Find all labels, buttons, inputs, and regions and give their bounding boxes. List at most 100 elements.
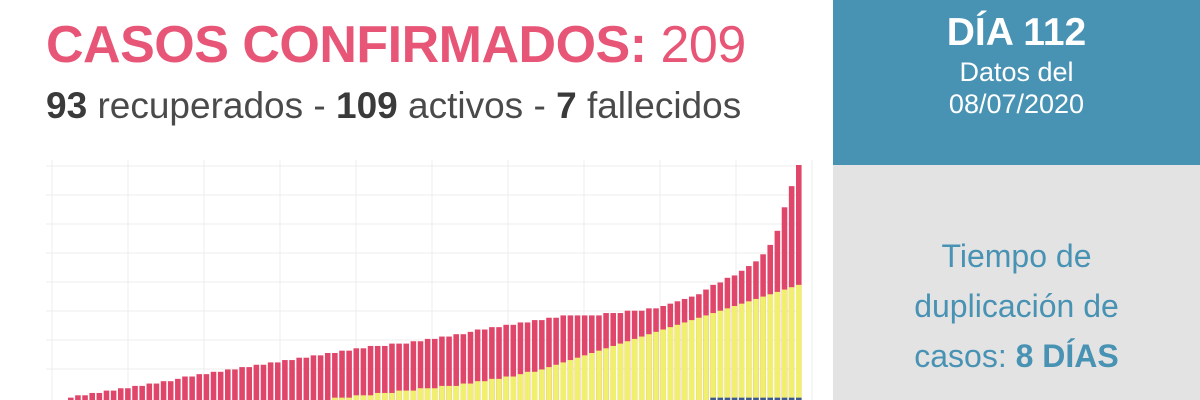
bar-confirmed xyxy=(432,338,438,400)
doubling-text: Tiempo de duplicación de casos: 8 DÍAS xyxy=(833,231,1200,381)
bar-recovered xyxy=(560,362,567,400)
bar-recovered xyxy=(439,385,445,400)
bar-confirmed xyxy=(474,329,481,400)
bar-confirmed xyxy=(439,336,445,400)
bar-recovered xyxy=(339,397,345,400)
bar-recovered xyxy=(474,381,481,400)
bar-confirmed xyxy=(382,345,388,400)
bar-recovered xyxy=(503,376,509,400)
recovered-count: 93 xyxy=(46,85,88,126)
bar-confirmed xyxy=(182,376,188,400)
bar-confirmed xyxy=(203,374,210,400)
bar-deaths xyxy=(781,397,788,400)
bar-confirmed xyxy=(75,395,81,400)
bar-recovered xyxy=(539,369,545,400)
bar-confirmed xyxy=(374,345,381,400)
bar-confirmed xyxy=(524,322,531,400)
day-label: DÍA 112 xyxy=(946,11,1087,54)
bar-confirmed xyxy=(324,353,331,400)
doubling-line3-prefix: casos: xyxy=(914,338,1007,374)
bar-confirmed xyxy=(460,334,467,400)
bar-confirmed xyxy=(167,381,174,400)
bar-recovered xyxy=(546,367,552,400)
deaths-count: 7 xyxy=(556,85,577,126)
bar-recovered xyxy=(589,353,595,400)
bar-recovered xyxy=(674,324,681,400)
bar-recovered xyxy=(738,303,745,400)
bar-confirmed xyxy=(410,341,417,400)
bar-confirmed xyxy=(496,327,502,400)
bar-recovered xyxy=(374,392,381,400)
bar-recovered xyxy=(467,383,474,400)
bar-confirmed xyxy=(103,390,110,400)
bar-recovered xyxy=(460,383,467,400)
bar-confirmed xyxy=(68,397,74,400)
bar-confirmed xyxy=(110,390,117,400)
bar-confirmed xyxy=(517,322,524,400)
active-count: 109 xyxy=(336,85,398,126)
summary-separator: - xyxy=(313,85,326,126)
bar-recovered xyxy=(403,390,410,400)
bar-deaths xyxy=(731,397,738,400)
bar-recovered xyxy=(774,291,781,400)
doubling-line1: Tiempo de xyxy=(941,238,1092,274)
bar-deaths xyxy=(738,397,745,400)
bar-recovered xyxy=(389,392,395,400)
bar-recovered xyxy=(574,357,581,400)
bar-confirmed xyxy=(160,381,167,400)
bar-recovered xyxy=(610,345,616,400)
bar-recovered xyxy=(396,390,402,400)
bar-confirmed xyxy=(153,383,160,400)
bar-confirmed xyxy=(132,385,138,400)
bar-recovered xyxy=(453,385,459,400)
bar-confirmed xyxy=(225,369,231,400)
doubling-days: 8 DÍAS xyxy=(1015,338,1119,374)
bar-recovered xyxy=(724,308,731,400)
bar-deaths xyxy=(724,397,731,400)
cases-chart xyxy=(46,160,813,400)
bar-deaths xyxy=(788,397,795,400)
bar-deaths xyxy=(774,397,781,400)
summary-separator: - xyxy=(533,85,546,126)
bar-confirmed xyxy=(125,388,131,400)
active-label: activos xyxy=(408,85,524,126)
doubling-panel: Tiempo de duplicación de casos: 8 DÍAS xyxy=(833,165,1200,400)
bar-confirmed xyxy=(796,165,802,400)
bar-recovered xyxy=(638,336,645,400)
bar-confirmed xyxy=(403,343,410,400)
bar-confirmed xyxy=(489,327,495,400)
bar-confirmed xyxy=(389,343,395,400)
case-summary: 93 recuperados - 109 activos - 7 falleci… xyxy=(46,84,741,128)
bar-recovered xyxy=(624,341,631,400)
bar-deaths xyxy=(746,397,752,400)
bar-recovered xyxy=(346,397,352,400)
bar-confirmed xyxy=(282,360,288,400)
doubling-line2: duplicación de xyxy=(914,288,1119,324)
bar-confirmed xyxy=(196,374,203,400)
deaths-label: fallecidos xyxy=(586,85,742,126)
bar-confirmed xyxy=(446,336,452,400)
bar-recovered xyxy=(417,388,424,400)
bar-deaths xyxy=(717,397,724,400)
bar-confirmed xyxy=(210,371,217,400)
bar-recovered xyxy=(667,327,674,400)
data-date-line1: Datos del xyxy=(959,57,1074,87)
bar-confirmed xyxy=(560,315,567,400)
bar-confirmed xyxy=(146,383,153,400)
bar-confirmed xyxy=(89,392,95,400)
bar-confirmed xyxy=(217,371,224,400)
bar-recovered xyxy=(781,289,788,400)
bar-confirmed xyxy=(553,317,559,400)
confirmed-total: 209 xyxy=(660,16,747,74)
bar-recovered xyxy=(703,315,709,400)
bar-confirmed xyxy=(303,357,310,400)
bar-confirmed xyxy=(253,364,260,400)
bar-recovered xyxy=(681,322,688,400)
bar-recovered xyxy=(517,374,524,400)
bar-confirmed xyxy=(139,385,145,400)
bar-recovered xyxy=(767,294,774,400)
chart-grid xyxy=(46,160,813,400)
bar-recovered xyxy=(567,360,574,400)
bar-confirmed xyxy=(239,367,245,400)
bar-recovered xyxy=(646,334,652,400)
